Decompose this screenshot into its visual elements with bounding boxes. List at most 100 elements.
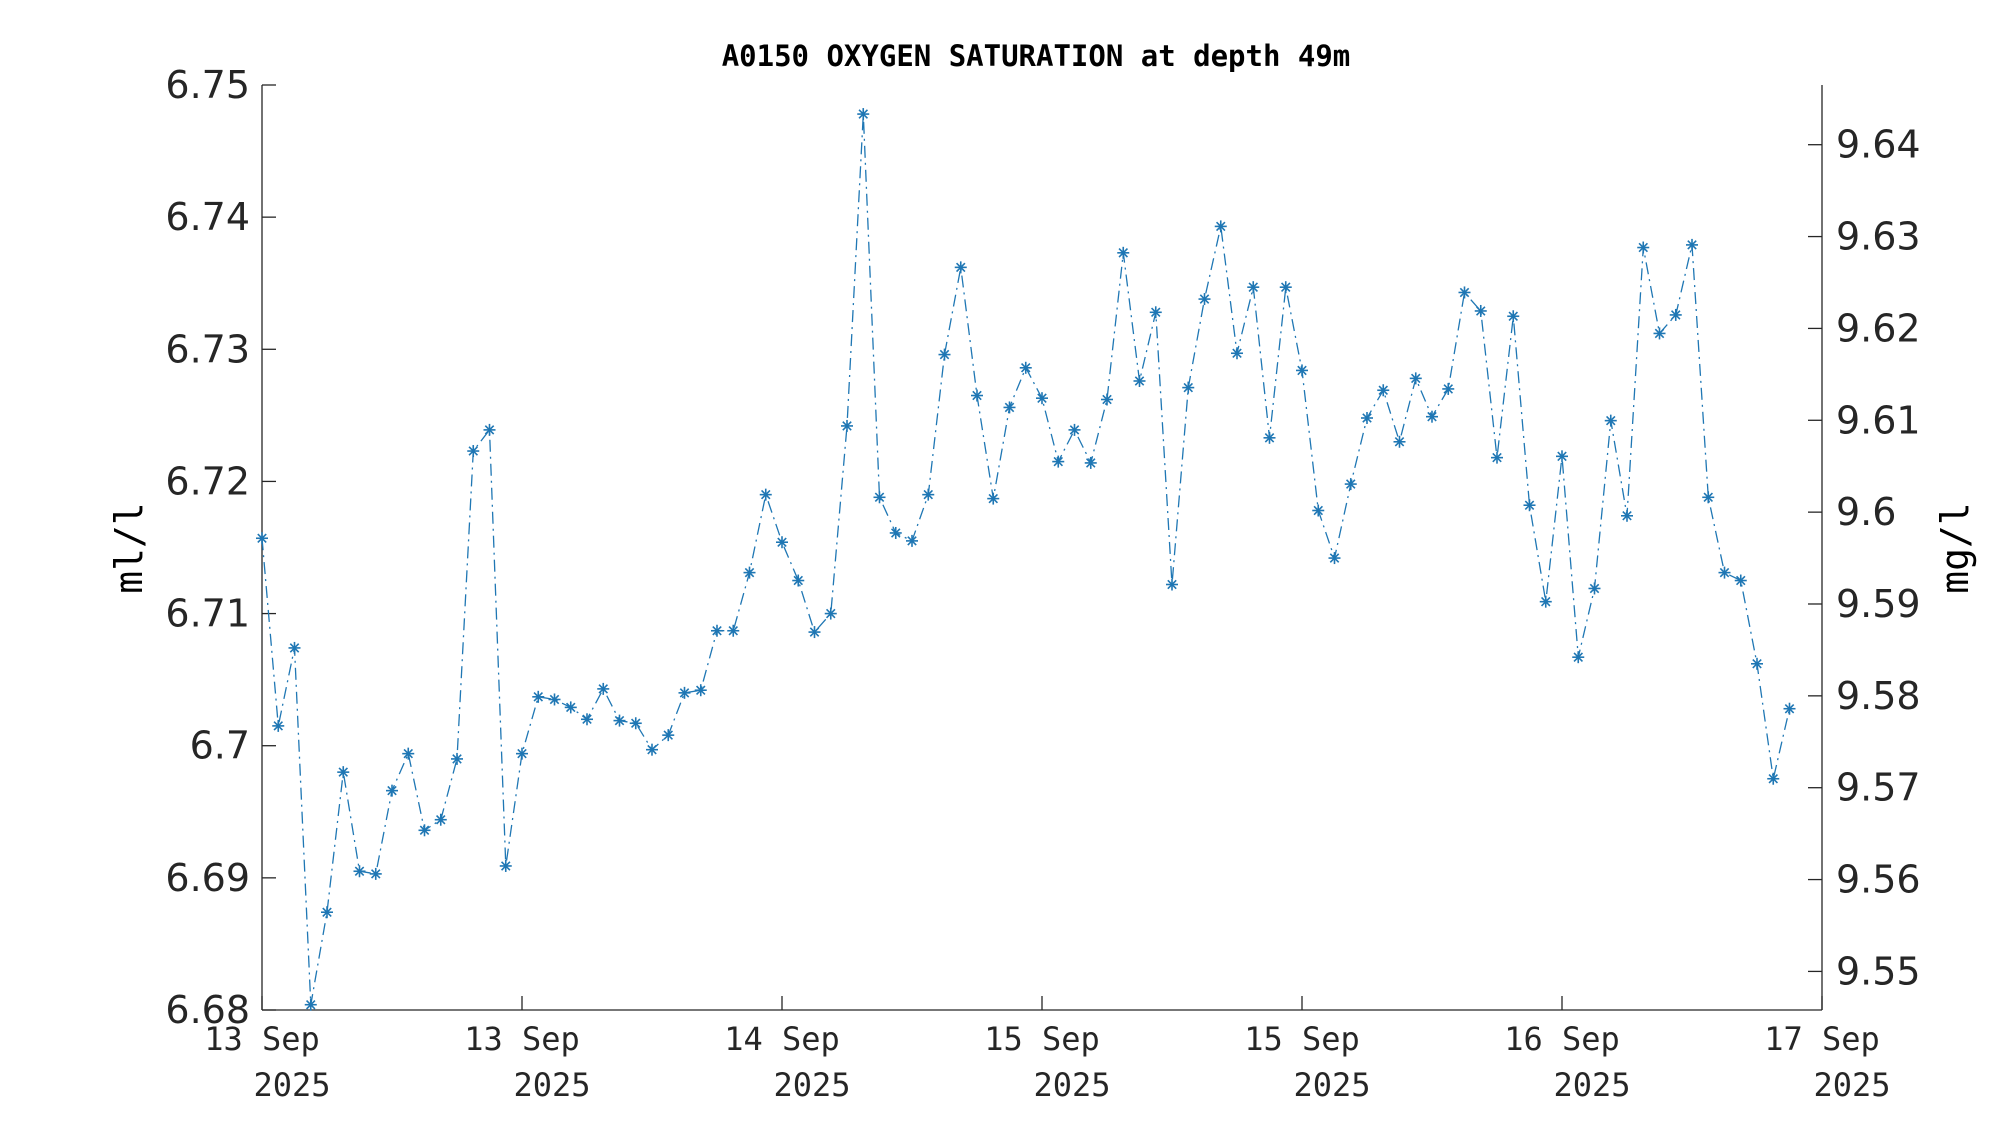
- data-point: [646, 743, 658, 756]
- left-y-tick-label: 6.7: [190, 724, 250, 768]
- data-point: [1003, 401, 1016, 414]
- data-point: [1556, 450, 1568, 463]
- x-tick-label-year: 2025: [1293, 1066, 1370, 1104]
- data-point: [1393, 435, 1406, 448]
- left-y-tick-label: 6.74: [165, 195, 250, 239]
- data-point: [1637, 241, 1650, 254]
- series-line: [261, 114, 1791, 1005]
- left-y-tick-label: 6.71: [165, 592, 250, 636]
- data-point: [938, 348, 951, 361]
- data-point: [1734, 574, 1747, 587]
- x-tick-label-day: 14 Sep: [724, 1020, 840, 1058]
- data-point: [1328, 552, 1341, 565]
- data-point: [597, 682, 610, 695]
- right-y-tick-label: 9.56: [1836, 858, 1921, 902]
- data-point: [288, 641, 301, 654]
- left-y-ticks: 6.68 6.69 6.7 6.71 6.72 6.73 6.74 6.75: [165, 63, 276, 1032]
- left-y-tick-label: 6.73: [165, 327, 250, 371]
- data-point: [1507, 310, 1520, 323]
- data-point: [1149, 306, 1162, 319]
- data-point: [564, 701, 577, 714]
- right-y-tick-label: 9.62: [1836, 306, 1921, 350]
- data-point: [1718, 566, 1731, 579]
- x-tick-label-day: 15 Sep: [984, 1020, 1100, 1058]
- data-point: [548, 693, 561, 706]
- data-point: [256, 532, 268, 545]
- data-point: [727, 624, 740, 637]
- x-tick-label-day: 15 Sep: [1244, 1020, 1360, 1058]
- data-point: [776, 536, 788, 549]
- data-point: [1361, 412, 1373, 424]
- data-point: [1214, 220, 1227, 233]
- data-point: [1751, 657, 1763, 670]
- data-point: [1409, 372, 1422, 385]
- data-point: [516, 747, 528, 760]
- data-point: [353, 865, 366, 878]
- data-point: [1539, 595, 1552, 608]
- series-oxygen: [256, 108, 1796, 1011]
- right-y-tick-label: 9.63: [1836, 215, 1921, 259]
- data-point: [1052, 455, 1065, 468]
- data-point: [1783, 702, 1796, 715]
- data-point: [467, 445, 480, 458]
- data-point: [272, 719, 285, 732]
- right-y-axis-label: mg/l: [1933, 502, 1977, 594]
- data-point: [1101, 393, 1113, 406]
- data-point: [857, 108, 870, 121]
- data-point: [954, 261, 967, 274]
- data-point: [1084, 456, 1097, 469]
- data-point: [451, 752, 463, 765]
- data-point: [581, 713, 593, 726]
- data-point: [1491, 451, 1503, 464]
- data-point: [906, 534, 918, 547]
- data-point: [1279, 281, 1292, 294]
- right-y-tick-label: 9.57: [1836, 766, 1921, 810]
- data-point: [1182, 381, 1195, 394]
- data-point: [1377, 384, 1390, 397]
- x-tick-label-year: 2025: [1033, 1066, 1110, 1104]
- data-point: [808, 626, 821, 639]
- x-tick-label-day: 13 Sep: [464, 1020, 580, 1058]
- data-point: [1621, 509, 1633, 522]
- data-point: [922, 488, 935, 501]
- data-point: [1247, 281, 1260, 294]
- data-point: [873, 491, 886, 504]
- right-y-tick-label: 9.61: [1836, 398, 1921, 442]
- left-y-tick-label: 6.69: [165, 856, 250, 900]
- data-point: [1686, 238, 1698, 251]
- data-point: [434, 813, 447, 826]
- data-point: [402, 747, 415, 760]
- data-point: [1117, 246, 1130, 259]
- data-point: [629, 717, 642, 730]
- data-point: [1036, 392, 1048, 405]
- data-point: [1572, 651, 1585, 664]
- data-point: [824, 607, 837, 620]
- data-point: [1442, 382, 1455, 395]
- left-y-tick-label: 6.72: [165, 459, 250, 503]
- data-point: [1474, 304, 1487, 317]
- right-y-tick-label: 9.55: [1836, 949, 1921, 993]
- data-point: [1263, 431, 1276, 444]
- x-tick-label-year: 2025: [513, 1066, 590, 1104]
- data-point: [1166, 578, 1178, 591]
- right-y-tick-label: 9.6: [1836, 490, 1896, 534]
- data-point: [369, 867, 382, 880]
- left-y-tick-label: 6.68: [165, 988, 250, 1032]
- data-point: [694, 684, 707, 697]
- data-point: [841, 419, 853, 432]
- data-point: [678, 686, 691, 699]
- left-y-tick-label: 6.75: [165, 63, 250, 107]
- data-point: [971, 389, 983, 402]
- right-y-tick-label: 9.64: [1836, 123, 1921, 167]
- data-point: [1523, 499, 1536, 512]
- x-tick-label-year: 2025: [1813, 1066, 1890, 1104]
- data-point: [1588, 582, 1601, 595]
- chart-title: A0150 OXYGEN SATURATION at depth 49m: [722, 39, 1351, 73]
- right-y-ticks: 9.55 9.56 9.57 9.58 9.59 9.6 9.61 9.62 9.63 9.64: [1808, 123, 1921, 993]
- data-point: [532, 690, 545, 703]
- data-point: [759, 488, 772, 501]
- data-point: [743, 566, 756, 579]
- data-point: [499, 859, 512, 872]
- x-tick-label-year: 2025: [773, 1066, 850, 1104]
